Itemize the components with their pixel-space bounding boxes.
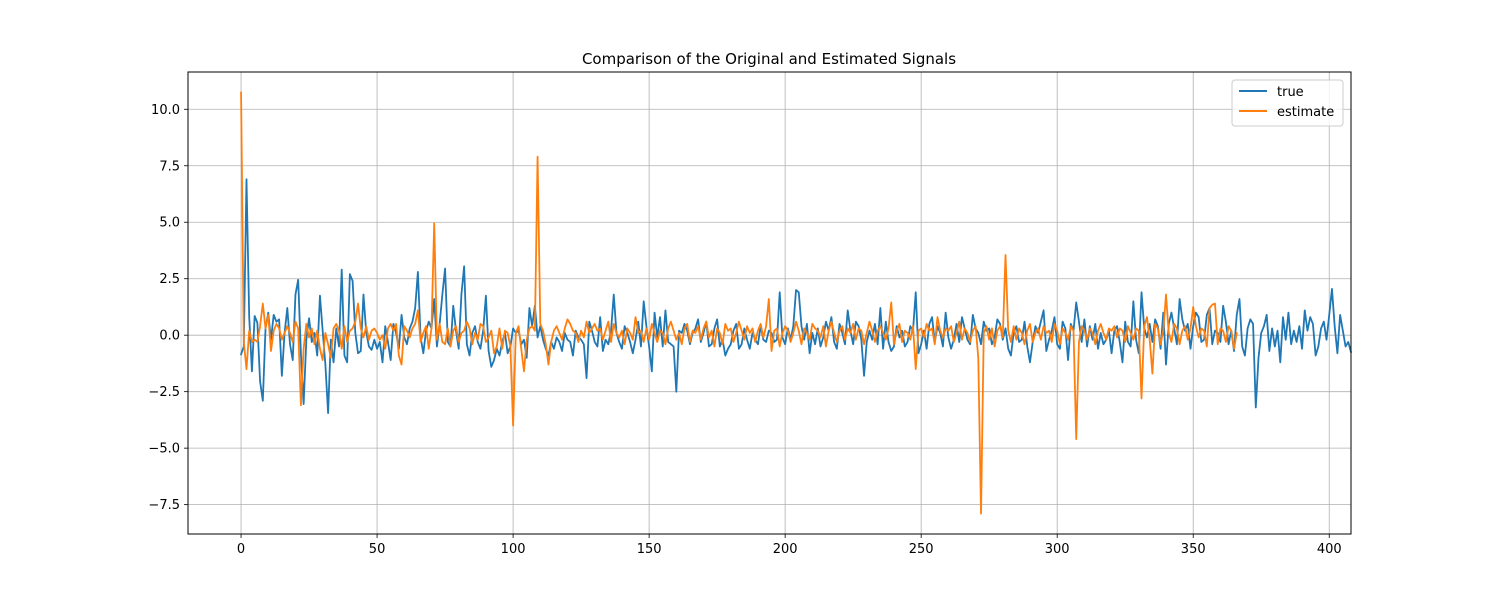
chart-title: Comparison of the Original and Estimated… <box>582 50 956 68</box>
x-tick-label: 100 <box>501 542 526 557</box>
y-tick-label: 5.0 <box>159 216 180 231</box>
y-tick-label: 7.5 <box>159 159 180 174</box>
series-line-estimate <box>240 91 1238 515</box>
x-tick-label: 0 <box>237 542 245 557</box>
axes-frame <box>187 71 1352 535</box>
y-tick-label: −5.0 <box>148 442 180 457</box>
legend: true estimate <box>1231 79 1344 127</box>
y-tick-label: −2.5 <box>148 385 180 400</box>
x-tick-label: 150 <box>637 542 662 557</box>
y-tick-label: −7.5 <box>148 498 180 513</box>
legend-label-estimate: estimate <box>1277 105 1334 120</box>
x-tick-label: 300 <box>1045 542 1070 557</box>
x-tick-label: 350 <box>1181 542 1206 557</box>
x-tick-label: 200 <box>773 542 798 557</box>
grid-lines <box>188 72 1351 534</box>
x-tick-label: 50 <box>369 542 386 557</box>
axis-ticks: 0 50 100 150 200 250 300 350 400 −7.5 −5.0 −2.5 0.0 2… <box>148 103 1341 557</box>
y-tick-label: 2.5 <box>159 272 180 287</box>
legend-label-true: true <box>1277 85 1304 100</box>
x-tick-label: 250 <box>909 542 934 557</box>
x-tick-label: 400 <box>1317 542 1342 557</box>
plot-area-series <box>240 91 1352 515</box>
y-tick-label: 10.0 <box>151 103 180 118</box>
y-tick-label: 0.0 <box>159 329 180 344</box>
